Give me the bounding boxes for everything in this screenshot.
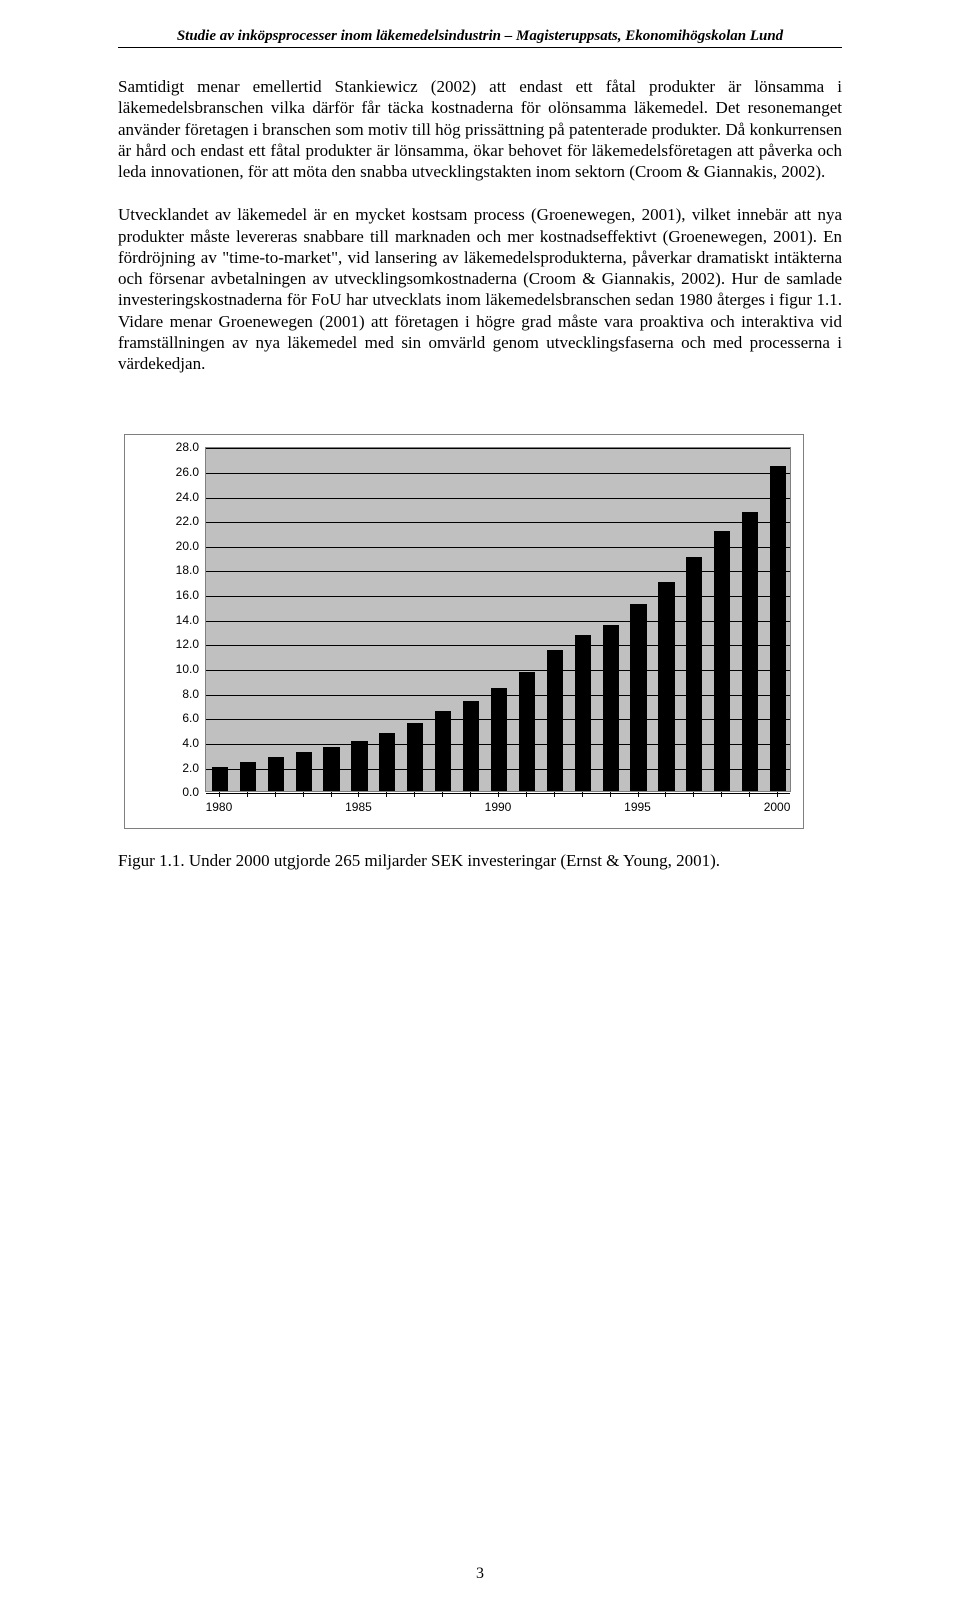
plot-area	[205, 447, 791, 792]
bar	[547, 650, 563, 792]
x-tick-mark	[303, 792, 304, 797]
bar	[351, 741, 367, 792]
x-tick-mark	[554, 792, 555, 797]
x-tick-mark	[526, 792, 527, 797]
x-tick-label: 1995	[618, 800, 658, 814]
x-tick-label: 1985	[338, 800, 378, 814]
y-tick-label: 16.0	[167, 588, 199, 602]
x-tick-mark	[582, 792, 583, 797]
header-rule	[118, 47, 842, 48]
y-tick-label: 14.0	[167, 613, 199, 627]
gridline	[206, 448, 790, 449]
bar	[714, 531, 730, 791]
x-tick-mark	[275, 792, 276, 797]
x-tick-label: 1990	[478, 800, 518, 814]
y-tick-label: 10.0	[167, 662, 199, 676]
bar	[686, 557, 702, 791]
bar	[575, 635, 591, 791]
bar	[770, 466, 786, 791]
y-tick-label: 0.0	[167, 785, 199, 799]
page: Studie av inköpsprocesser inom läkemedel…	[0, 0, 960, 1613]
bar	[323, 747, 339, 791]
y-tick-label: 18.0	[167, 563, 199, 577]
x-tick-label: 2000	[757, 800, 797, 814]
gridline	[206, 473, 790, 474]
bar	[630, 604, 646, 791]
x-tick-mark	[358, 792, 359, 797]
y-tick-label: 24.0	[167, 490, 199, 504]
x-tick-mark	[470, 792, 471, 797]
x-tick-mark	[331, 792, 332, 797]
y-tick-label: 20.0	[167, 539, 199, 553]
x-tick-mark	[749, 792, 750, 797]
bar	[742, 512, 758, 792]
gridline	[206, 522, 790, 523]
y-tick-label: 22.0	[167, 514, 199, 528]
y-tick-label: 12.0	[167, 637, 199, 651]
y-tick-label: 2.0	[167, 761, 199, 775]
figure-caption: Figur 1.1. Under 2000 utgjorde 265 milja…	[118, 851, 842, 871]
x-tick-mark	[638, 792, 639, 797]
x-tick-mark	[693, 792, 694, 797]
bar	[379, 733, 395, 791]
paragraph-2: Utvecklandet av läkemedel är en mycket k…	[118, 204, 842, 374]
paragraph-1: Samtidigt menar emellertid Stankiewicz (…	[118, 76, 842, 182]
x-tick-mark	[414, 792, 415, 797]
bar	[463, 701, 479, 791]
x-tick-mark	[442, 792, 443, 797]
x-tick-mark	[610, 792, 611, 797]
x-tick-mark	[247, 792, 248, 797]
x-tick-mark	[777, 792, 778, 797]
expenditure-chart: Expenditures ($ Billions) 0.02.04.06.08.…	[124, 434, 804, 829]
y-tick-label: 8.0	[167, 687, 199, 701]
bar	[491, 688, 507, 792]
page-number: 3	[0, 1565, 960, 1583]
bar	[240, 762, 256, 792]
bar	[658, 582, 674, 791]
x-tick-label: 1980	[199, 800, 239, 814]
y-tick-label: 26.0	[167, 465, 199, 479]
x-tick-mark	[665, 792, 666, 797]
x-tick-mark	[498, 792, 499, 797]
bar	[603, 625, 619, 791]
bar	[212, 767, 228, 792]
gridline	[206, 498, 790, 499]
bar	[407, 723, 423, 791]
bar	[435, 711, 451, 791]
x-tick-mark	[386, 792, 387, 797]
gridline	[206, 547, 790, 548]
y-tick-label: 6.0	[167, 711, 199, 725]
y-tick-label: 4.0	[167, 736, 199, 750]
running-head: Studie av inköpsprocesser inom läkemedel…	[118, 28, 842, 45]
bar	[268, 757, 284, 792]
y-tick-label: 28.0	[167, 440, 199, 454]
bar	[296, 752, 312, 791]
x-tick-mark	[219, 792, 220, 797]
x-tick-mark	[721, 792, 722, 797]
bar	[519, 672, 535, 792]
